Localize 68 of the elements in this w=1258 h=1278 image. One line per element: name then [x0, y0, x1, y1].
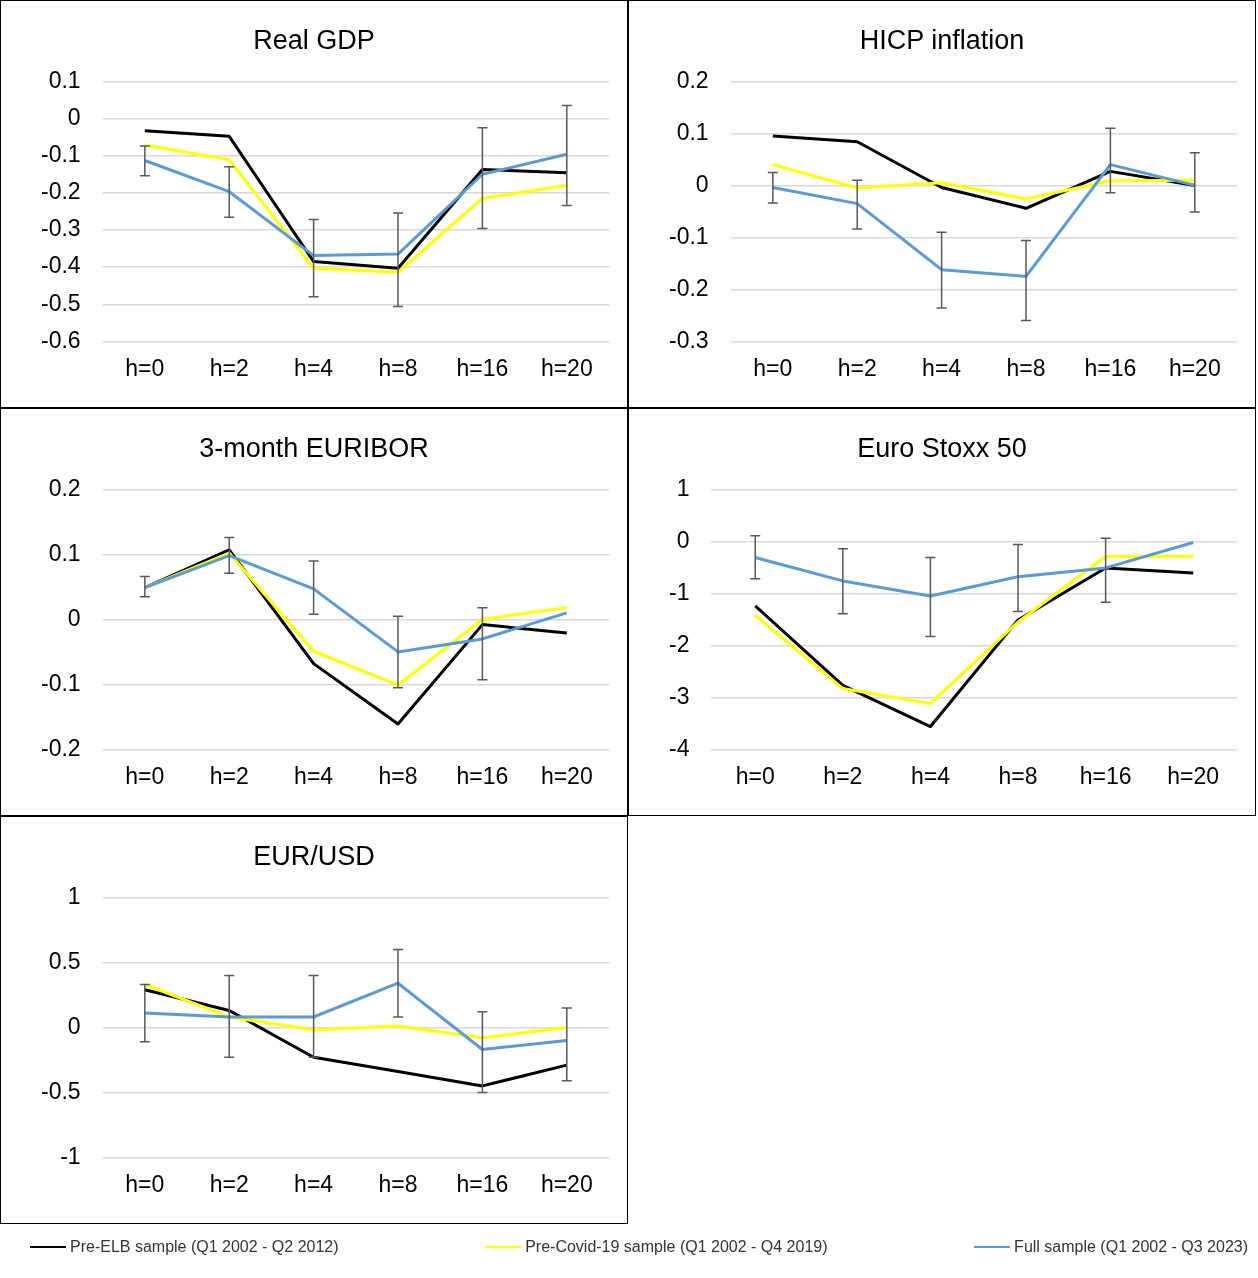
x-tick-label: h=0 [125, 1170, 165, 1197]
legend-label: Full sample (Q1 2002 - Q3 2023) [1014, 1238, 1248, 1256]
chart-title: 3-month EURIBOR [199, 432, 429, 463]
y-tick-label: -0.2 [668, 274, 709, 301]
y-tick-label: 0 [676, 526, 690, 553]
x-tick-label: h=4 [294, 762, 334, 789]
y-tick-label: 0 [695, 170, 709, 197]
y-tick-label: -4 [669, 734, 690, 761]
chart-title: EUR/USD [253, 840, 375, 871]
y-tick-label: -0.1 [40, 669, 81, 696]
x-tick-label: h=0 [125, 354, 165, 381]
x-tick-label: h=16 [1084, 354, 1137, 381]
y-tick-label: 0.1 [676, 118, 709, 145]
x-tick-label: h=4 [922, 354, 962, 381]
chart-title: Euro Stoxx 50 [857, 432, 1027, 463]
x-tick-label: h=2 [209, 762, 249, 789]
x-tick-label: h=8 [378, 1170, 418, 1197]
x-tick-label: h=8 [378, 354, 418, 381]
x-tick-label: h=0 [125, 762, 165, 789]
y-tick-label: -1 [60, 1142, 81, 1169]
y-tick-label: 0 [67, 604, 81, 631]
legend-label: Pre-Covid-19 sample (Q1 2002 - Q4 2019) [525, 1238, 828, 1256]
x-tick-label: h=8 [378, 762, 418, 789]
y-tick-label: -0.4 [40, 252, 81, 279]
y-tick-label: 0.5 [48, 947, 81, 974]
y-tick-label: -0.1 [40, 141, 81, 168]
x-tick-label: h=4 [294, 1170, 334, 1197]
y-tick-label: -1 [669, 578, 690, 605]
x-tick-label: h=8 [998, 762, 1038, 789]
y-tick-label: 0 [67, 1012, 81, 1039]
chart-title: HICP inflation [859, 24, 1025, 55]
x-tick-label: h=2 [209, 354, 249, 381]
y-tick-label: -2 [669, 630, 690, 657]
x-tick-label: h=0 [735, 762, 775, 789]
x-tick-label: h=16 [456, 1170, 509, 1197]
y-tick-label: 1 [676, 474, 690, 501]
y-tick-label: -0.3 [40, 215, 81, 242]
x-tick-label: h=16 [456, 762, 509, 789]
x-tick-label: h=4 [294, 354, 334, 381]
y-tick-label: -3 [669, 682, 690, 709]
x-tick-label: h=20 [540, 1170, 593, 1197]
x-tick-label: h=20 [1167, 762, 1220, 789]
y-tick-label: 0.2 [48, 474, 81, 501]
x-tick-label: h=16 [456, 354, 509, 381]
y-tick-label: 0.2 [676, 66, 709, 93]
x-tick-label: h=2 [837, 354, 877, 381]
y-tick-label: -0.2 [40, 178, 81, 205]
x-tick-label: h=2 [209, 1170, 249, 1197]
y-tick-label: -0.5 [40, 1077, 81, 1104]
y-tick-label: -0.3 [668, 326, 709, 353]
chart-title: Real GDP [253, 24, 375, 55]
x-tick-label: h=20 [540, 762, 593, 789]
x-tick-label: h=4 [910, 762, 951, 789]
x-tick-label: h=2 [823, 762, 863, 789]
y-tick-label: -0.6 [40, 326, 81, 353]
x-tick-label: h=8 [1006, 354, 1046, 381]
x-tick-label: h=16 [1079, 762, 1132, 789]
x-tick-label: h=0 [753, 354, 793, 381]
x-tick-label: h=20 [1168, 354, 1221, 381]
y-tick-label: -0.2 [40, 734, 81, 761]
x-tick-label: h=20 [540, 354, 593, 381]
y-tick-label: -0.1 [668, 222, 709, 249]
y-tick-label: 0 [67, 103, 81, 130]
y-tick-label: -0.5 [40, 289, 81, 316]
y-tick-label: 0.1 [48, 539, 81, 566]
y-tick-label: 0.1 [48, 66, 81, 93]
legend-label: Pre-ELB sample (Q1 2002 - Q2 2012) [70, 1238, 339, 1256]
y-tick-label: 1 [67, 882, 81, 909]
